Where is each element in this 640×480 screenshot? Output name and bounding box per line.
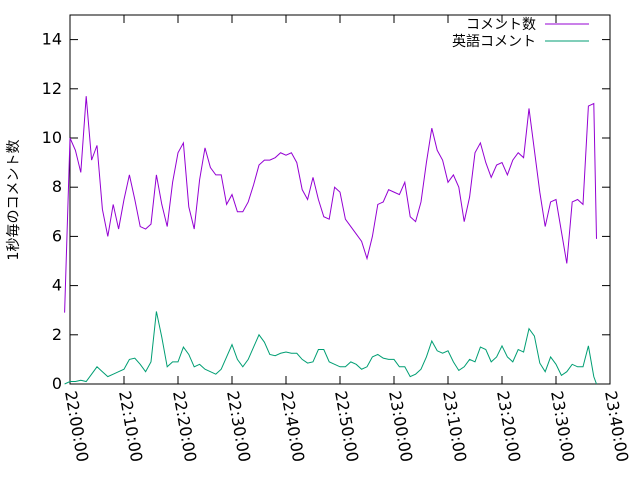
x-tick-label: 22:40:00 — [277, 389, 308, 463]
x-tick-label: 22:30:00 — [223, 389, 254, 463]
legend-label-2: 英語コメント — [452, 33, 536, 50]
y-tick-label: 8 — [52, 177, 62, 196]
y-tick-label: 0 — [52, 374, 62, 393]
x-tick-label: 23:20:00 — [493, 389, 524, 463]
y-tick-label: 2 — [52, 325, 62, 344]
y-tick-label: 6 — [52, 226, 62, 245]
x-tick-label: 22:50:00 — [331, 389, 362, 463]
legend-label-1: コメント数 — [466, 17, 536, 33]
x-tick-label: 23:10:00 — [439, 389, 470, 463]
x-tick-label: 22:20:00 — [169, 389, 200, 463]
x-axis: 22:00:00 22:10:00 22:20:00 22:30:00 22:40:00… — [61, 15, 632, 463]
x-tick-label: 22:00:00 — [61, 389, 92, 463]
y-tick-label: 14 — [42, 30, 62, 49]
x-tick-label: 22:10:00 — [115, 389, 146, 463]
y-tick-label: 12 — [42, 79, 62, 98]
x-tick-label: 23:40:00 — [601, 389, 632, 463]
x-tick-label: 23:00:00 — [385, 389, 416, 463]
y-tick-label: 4 — [52, 276, 62, 295]
y-axis: 0 2 4 6 8 10 12 14 — [42, 30, 610, 393]
y-tick-label: 10 — [42, 128, 62, 147]
series-layer — [64, 96, 597, 385]
series-line-2 — [64, 311, 597, 385]
x-tick-label: 23:30:00 — [547, 389, 578, 463]
y-axis-title: 1秒毎のコメント数 — [6, 140, 22, 261]
series-line-1 — [64, 96, 597, 313]
